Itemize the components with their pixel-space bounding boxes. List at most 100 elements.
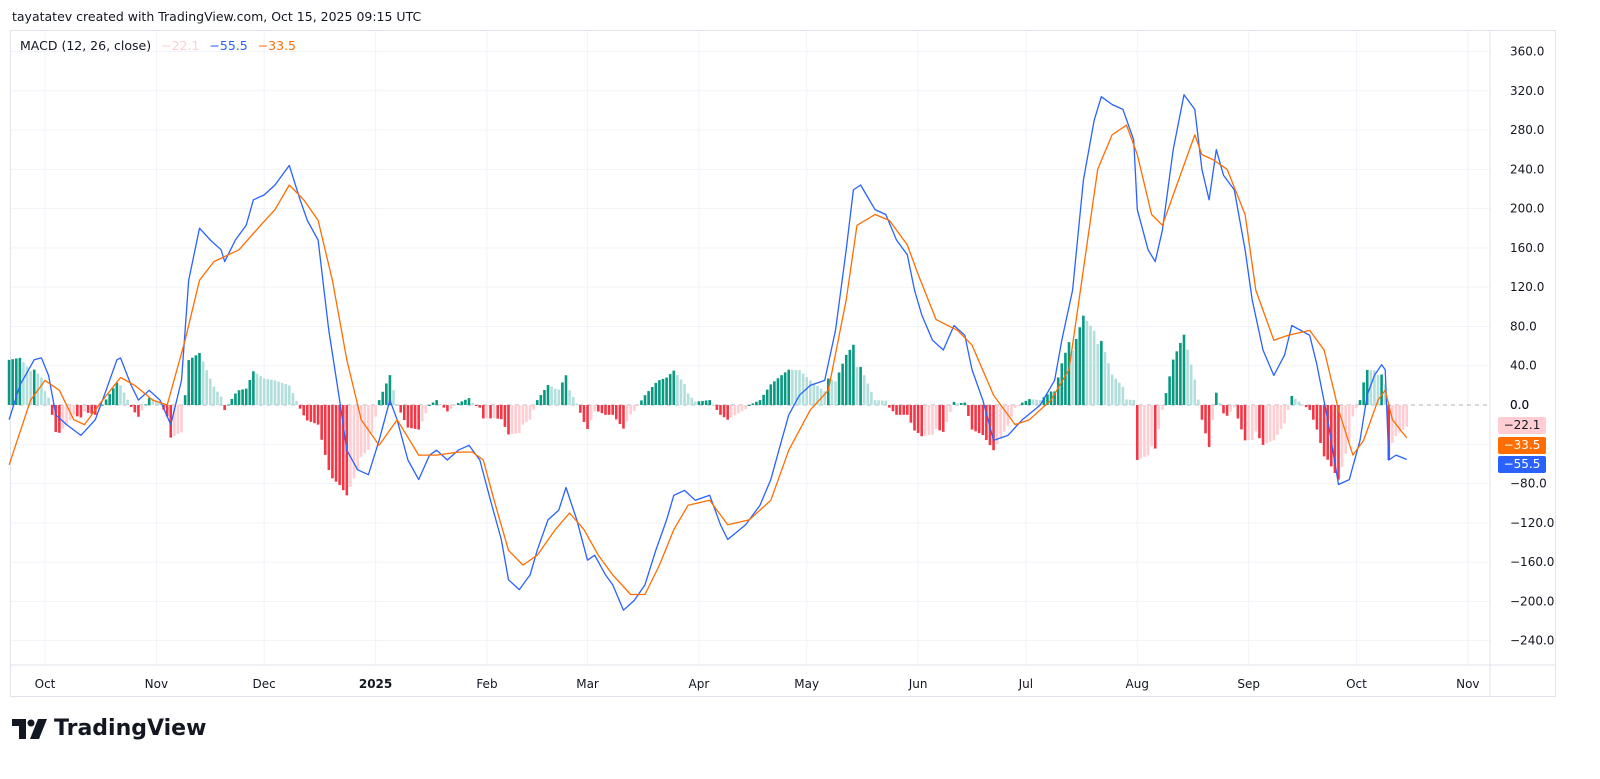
- histogram-bar: [323, 405, 327, 455]
- histogram-bar: [237, 390, 241, 405]
- histogram-bar: [938, 405, 941, 431]
- histogram-bar: [126, 399, 129, 405]
- tradingview-logo[interactable]: TradingView: [12, 716, 206, 741]
- histogram-bar: [115, 382, 119, 405]
- histogram-bar: [643, 395, 647, 405]
- histogram-bar: [550, 386, 553, 405]
- histogram-bar: [611, 405, 614, 415]
- histogram-bar: [464, 399, 467, 405]
- histogram-bar: [1279, 405, 1283, 430]
- histogram-bar: [1164, 393, 1168, 405]
- histogram-bar: [377, 400, 381, 405]
- histogram-bar: [1337, 405, 1340, 480]
- histogram-bar: [485, 405, 489, 419]
- histogram-bar: [241, 389, 244, 405]
- histogram-bar: [1272, 405, 1276, 441]
- histogram-bar: [1193, 379, 1197, 405]
- histogram-bar: [266, 379, 270, 405]
- histogram-bar: [830, 379, 834, 405]
- histogram-bar: [334, 405, 338, 482]
- x-tick-label: May: [794, 677, 819, 691]
- histogram-bar: [1089, 325, 1092, 405]
- histogram-bar: [370, 405, 374, 434]
- histogram-bar: [270, 379, 273, 405]
- x-tick-label: Jun: [908, 677, 928, 691]
- histogram-bar: [931, 405, 934, 435]
- histogram-bar: [1125, 399, 1128, 405]
- histogram-bar: [155, 400, 158, 405]
- indicator-name[interactable]: MACD (12, 26, close): [20, 38, 152, 53]
- histogram-bar: [625, 405, 629, 422]
- histogram-bar: [837, 372, 841, 405]
- histogram-bar: [618, 405, 622, 424]
- y-tick-label: 280.0: [1510, 123, 1544, 137]
- histogram-bar: [413, 405, 417, 429]
- histogram-bar: [981, 405, 985, 435]
- histogram-bar: [880, 400, 884, 405]
- histogram-bar: [410, 405, 413, 429]
- histogram-bar: [898, 405, 902, 415]
- histogram-bar: [543, 390, 546, 405]
- histogram-bar: [1290, 395, 1294, 405]
- histogram-bar: [367, 405, 370, 450]
- histogram-bar: [564, 375, 568, 405]
- histogram-bar: [1247, 405, 1250, 441]
- histogram-bar: [1132, 400, 1135, 405]
- histogram-bar: [913, 405, 916, 431]
- histogram-bar: [111, 388, 115, 405]
- histogram-bar: [927, 405, 931, 436]
- indicator-legend[interactable]: MACD (12, 26, close) −22.1 −55.5 −33.5: [20, 38, 302, 53]
- histogram-bar: [1197, 399, 1200, 405]
- histogram-bar: [715, 405, 719, 410]
- histogram-bar: [428, 405, 431, 406]
- histogram-bar: [442, 405, 446, 408]
- histogram-bar: [1071, 350, 1074, 405]
- histogram-bar: [1096, 344, 1100, 405]
- y-tick-label: 160.0: [1510, 241, 1544, 255]
- histogram-bar: [737, 405, 740, 414]
- histogram-bar: [1114, 378, 1118, 405]
- histogram-bar: [632, 405, 636, 411]
- histogram-bar: [553, 388, 557, 405]
- histogram-bar: [1153, 405, 1157, 449]
- histogram-bar: [934, 405, 938, 429]
- histogram-bar: [1286, 405, 1290, 410]
- histogram-bar: [722, 405, 726, 418]
- histogram-bar: [816, 385, 819, 405]
- histogram-bar: [658, 380, 661, 405]
- x-tick-label: Oct: [35, 677, 56, 691]
- histogram-bar: [676, 375, 679, 405]
- histogram-bar: [1218, 403, 1222, 405]
- x-tick-label: Nov: [145, 677, 168, 691]
- histogram-bar: [1373, 370, 1376, 405]
- histogram-bar: [629, 405, 632, 415]
- histogram-bar: [108, 393, 111, 405]
- histogram-bar: [438, 403, 442, 405]
- histogram-bar: [859, 366, 862, 405]
- histogram-bar: [79, 405, 83, 418]
- histogram-bar: [920, 405, 923, 437]
- histogram-bar: [399, 405, 403, 413]
- histogram-bar: [205, 370, 208, 405]
- histogram-bar: [888, 405, 891, 408]
- histogram-bar: [1329, 405, 1333, 467]
- chart-pane[interactable]: [10, 30, 1556, 697]
- histogram-bar: [385, 383, 388, 405]
- histogram-bar: [1186, 349, 1189, 405]
- histogram-value: −22.1: [161, 38, 200, 53]
- histogram-bar: [76, 405, 79, 417]
- histogram-bar: [133, 405, 137, 413]
- histogram-bar: [697, 401, 701, 405]
- histogram-bar: [622, 405, 625, 429]
- histogram-bar: [607, 405, 611, 415]
- histogram-bar: [1042, 397, 1046, 405]
- histogram-bar: [852, 344, 855, 405]
- histogram-bar: [507, 405, 510, 435]
- histogram-bar: [1398, 405, 1401, 433]
- histogram-bar: [1056, 377, 1060, 405]
- histogram-bar: [877, 400, 880, 405]
- histogram-bar: [909, 405, 913, 423]
- x-tick-label: Dec: [253, 677, 276, 691]
- histogram-bar: [535, 400, 539, 405]
